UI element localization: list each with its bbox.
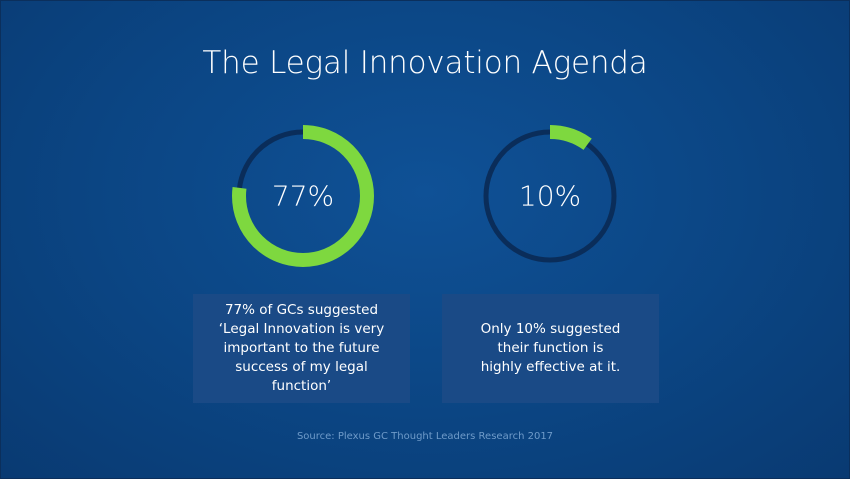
donut-value-right: 10%: [518, 179, 582, 213]
donut-chart-right: 10%: [477, 123, 623, 269]
caption-box-left: 77% of GCs suggested ‘Legal Innovation i…: [193, 294, 410, 403]
donut-svg-right: [479, 125, 621, 267]
donut-fill-right: [479, 125, 621, 267]
donut-fill-left: [232, 125, 374, 267]
source-note: Source: Plexus GC Thought Leaders Resear…: [296, 431, 554, 442]
slide-title: The Legal Innovation Agenda: [202, 45, 648, 81]
donut-svg-left: [232, 125, 374, 267]
donut-value-left: 77%: [271, 179, 335, 213]
caption-text-right: Only 10% suggested their function is hig…: [480, 321, 621, 375]
donut-chart-left: 77%: [230, 123, 376, 269]
caption-box-right: Only 10% suggested their function is hig…: [442, 294, 659, 403]
caption-text-left: 77% of GCs suggested ‘Legal Innovation i…: [218, 302, 385, 394]
